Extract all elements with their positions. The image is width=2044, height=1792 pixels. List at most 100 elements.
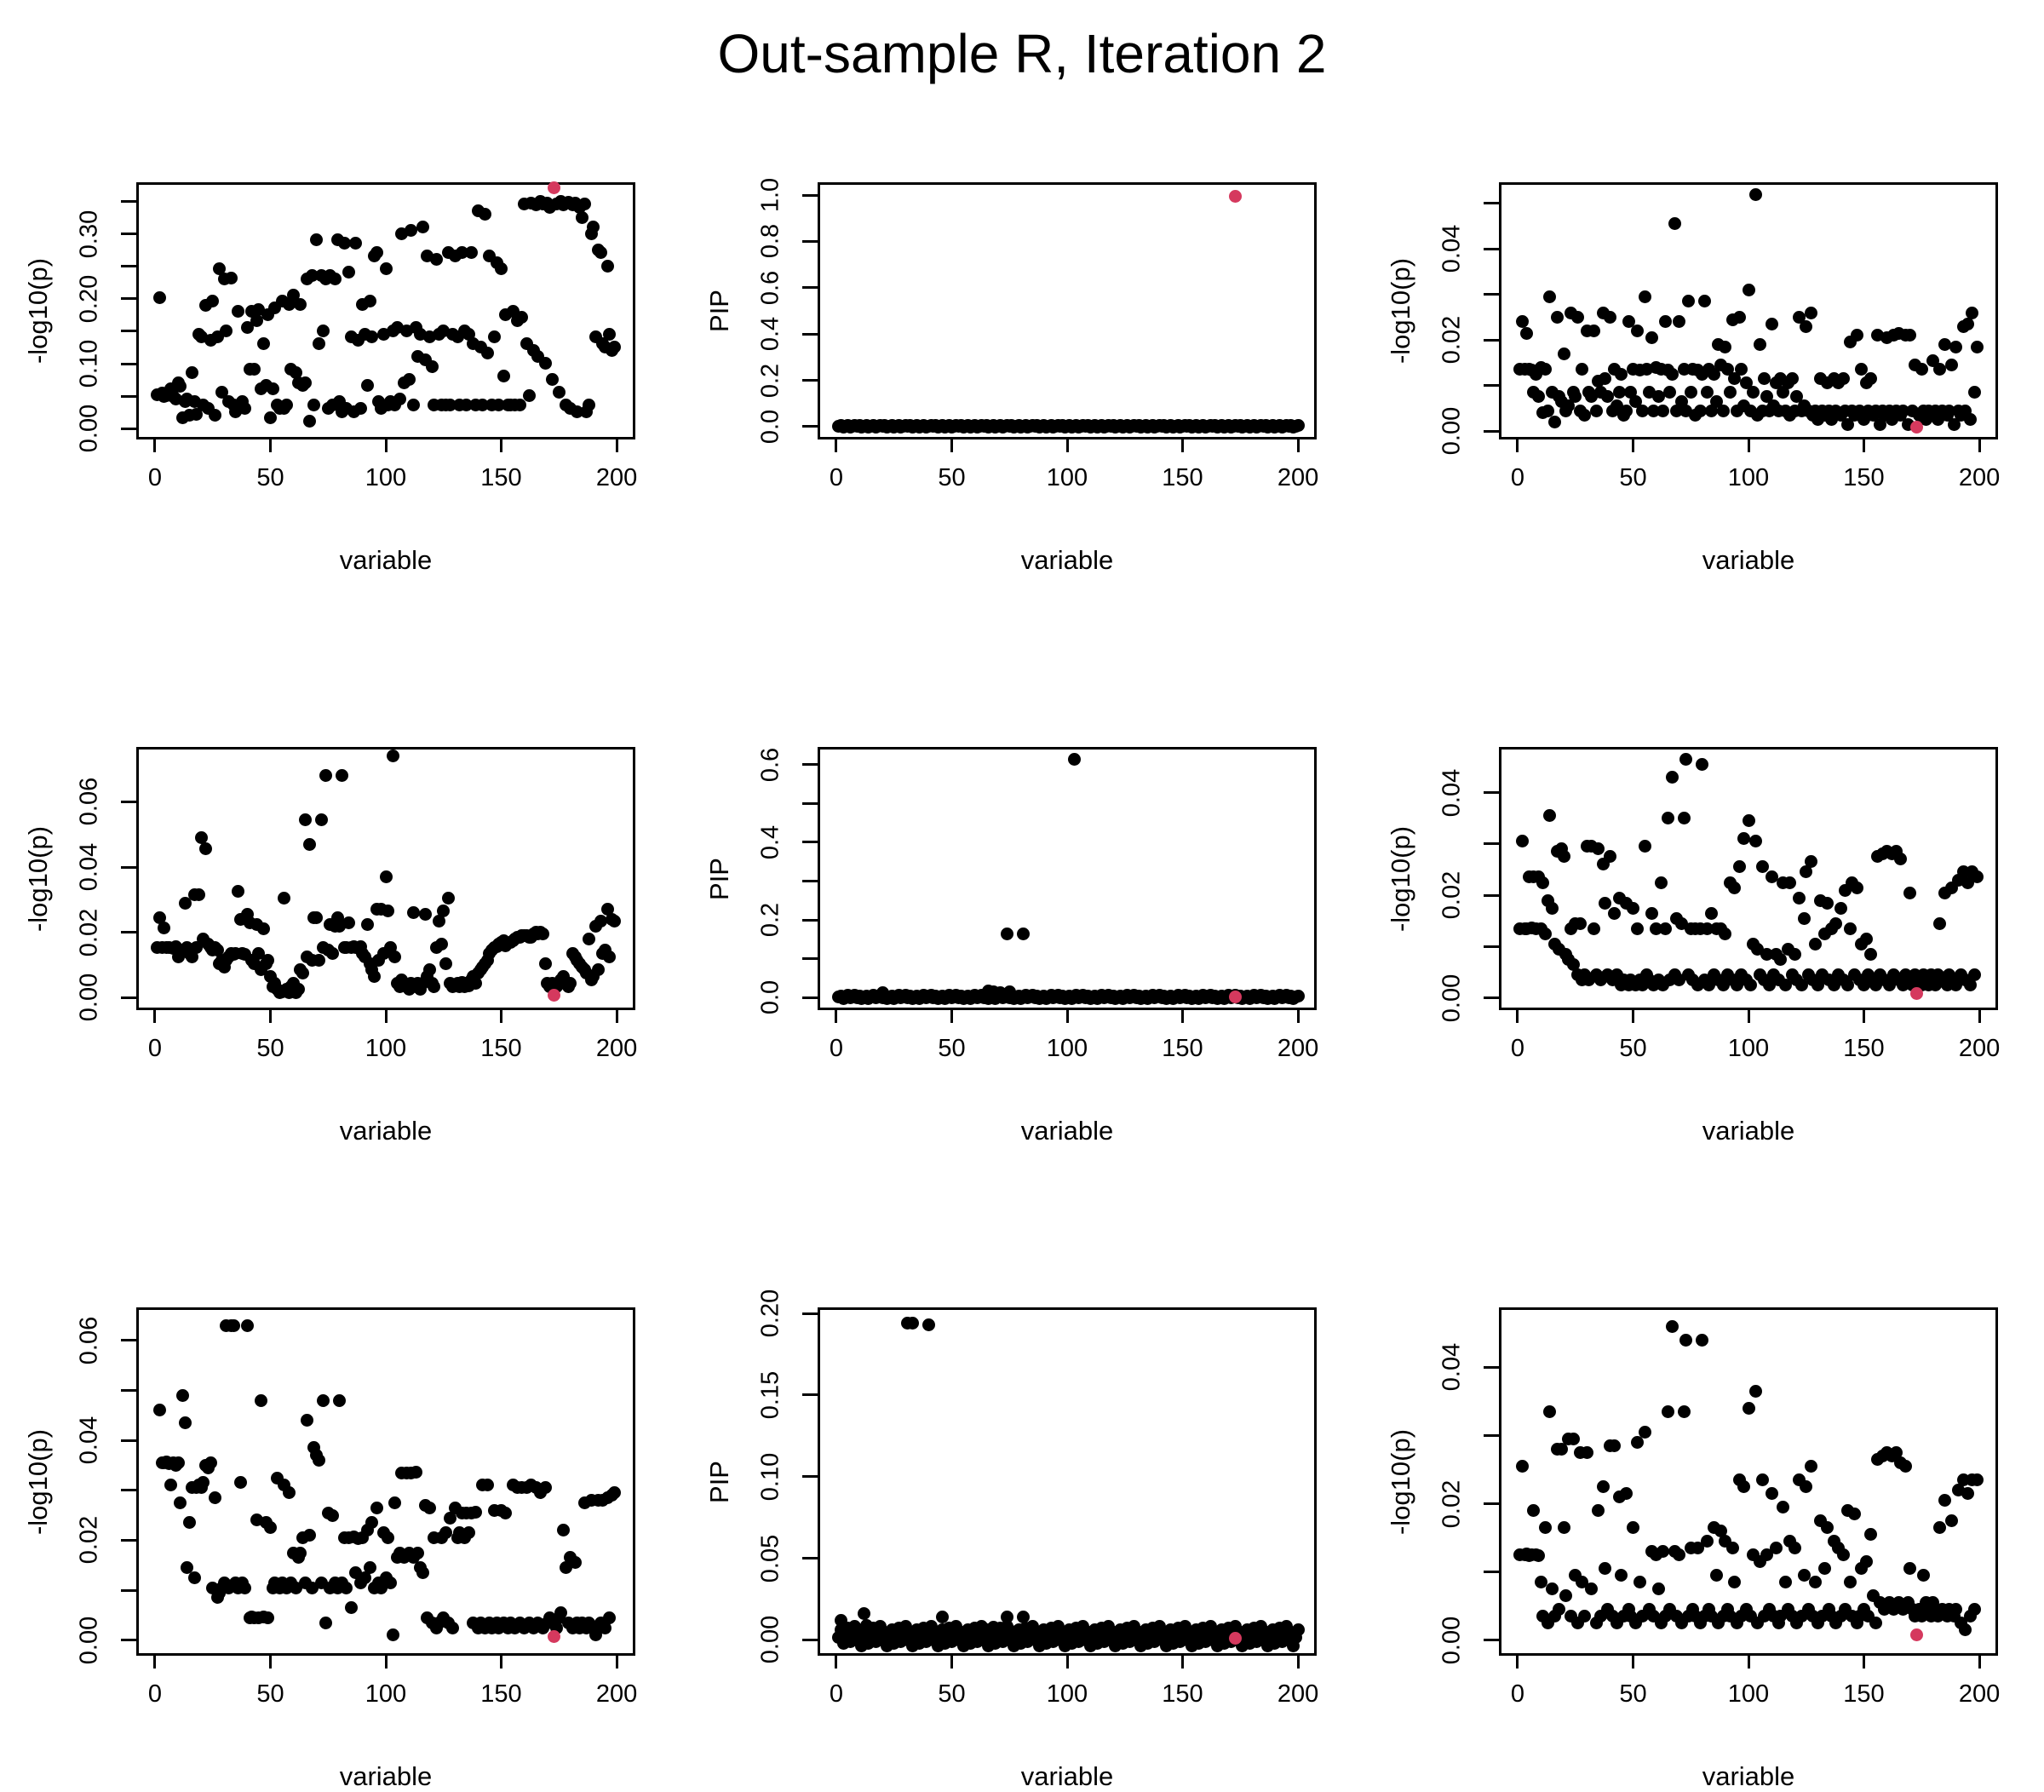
label-text: 0.04 [75, 1416, 103, 1465]
data-point [1836, 372, 1850, 386]
data-point [1291, 1623, 1305, 1637]
data-point [1723, 386, 1737, 399]
data-point [1546, 901, 1559, 915]
data-point [174, 1496, 187, 1509]
plot-area-top-left: 0.00 0.10 0.20 0.30 0 50 100 150 200 -log10(p) var… [23, 181, 637, 575]
data-point [303, 837, 317, 851]
data-point [183, 1516, 197, 1530]
data-point [1758, 372, 1771, 386]
label-text: variable [339, 545, 433, 575]
y-axis-tick [121, 394, 136, 398]
label-text: variable [1020, 1116, 1114, 1146]
data-point [1859, 932, 1873, 945]
data-point [1615, 367, 1628, 381]
data-point [1809, 937, 1823, 951]
x-axis-tick [268, 1008, 272, 1023]
data-point [1777, 386, 1790, 399]
data-point [238, 402, 252, 416]
data-point [1841, 1504, 1855, 1518]
data-point [1804, 1459, 1817, 1473]
data-point [1864, 372, 1878, 386]
label-text: 200 [1277, 464, 1319, 491]
data-point [282, 1486, 296, 1500]
data-point [1732, 860, 1746, 874]
data-point [603, 1611, 617, 1624]
data-point [434, 937, 448, 951]
data-point [1631, 325, 1645, 337]
data-point [1557, 1521, 1570, 1535]
data-point [1970, 870, 1984, 884]
data-point [333, 919, 347, 933]
label-text: 0 [1510, 1680, 1525, 1708]
data-point [513, 399, 526, 412]
data-point [1968, 968, 1982, 981]
label-text: 50 [938, 1680, 966, 1708]
data-point [1869, 1617, 1882, 1630]
data-point [1587, 922, 1600, 935]
label-text: 0.05 [756, 1534, 784, 1582]
data-point [1635, 404, 1649, 417]
label-text: 0.06 [75, 1316, 103, 1365]
x-axis-tick [1863, 1008, 1865, 1023]
x-axis-tick [153, 1008, 157, 1023]
y-axis-tick [802, 286, 818, 290]
data-point [1737, 1480, 1751, 1493]
plot-area-middle-right: 0.00 0.02 0.04 0 50 100 150 200 -log10(p) variabl… [1386, 747, 2000, 1146]
data-point [379, 262, 393, 276]
data-point [326, 947, 340, 961]
data-point [319, 1616, 333, 1629]
label-text: 0.04 [75, 842, 103, 892]
data-point [1968, 1603, 1982, 1617]
label-text: 150 [1843, 464, 1885, 491]
y-axis-tick [1484, 893, 1499, 897]
data-point [298, 376, 312, 389]
data-point [559, 1561, 572, 1575]
label-text: -log10(p) [1386, 825, 1415, 932]
data-point [1619, 1487, 1633, 1501]
data-point [1682, 295, 1696, 308]
y-axis-tick [121, 996, 136, 999]
data-point [479, 207, 492, 221]
y-axis-tick [121, 1489, 136, 1492]
y-axis-tick [802, 879, 818, 882]
data-point [1933, 916, 1947, 930]
data-point [1744, 978, 1758, 991]
data-point [303, 1529, 317, 1542]
data-point [538, 356, 552, 370]
data-point [564, 976, 577, 990]
data-point [1737, 832, 1751, 846]
data-point [178, 1416, 192, 1430]
data-point [1679, 752, 1693, 766]
data-point [1800, 865, 1813, 879]
label-text: 200 [1958, 1035, 2001, 1062]
data-point [462, 327, 476, 341]
data-point [1829, 916, 1843, 930]
plot-area-bottom-left: 0.00 0.02 0.04 0.06 0 50 100 150 200 -log10(p) var… [23, 1307, 637, 1791]
data-point [1961, 317, 1974, 330]
data-point [365, 330, 379, 344]
data-point [1809, 1576, 1823, 1589]
y-axis-tick [121, 1388, 136, 1392]
data-point [1677, 1404, 1691, 1418]
x-axis-tick [1296, 1008, 1300, 1023]
label-text: 0.06 [75, 778, 103, 826]
data-point [1728, 372, 1742, 386]
x-axis-tick [1065, 1653, 1069, 1669]
data-point [382, 905, 395, 918]
data-point [263, 411, 277, 425]
data-point [1843, 922, 1857, 935]
data-point [185, 366, 198, 380]
data-point [1587, 325, 1600, 337]
data-point [1541, 404, 1554, 417]
label-text: 0.10 [756, 1452, 784, 1501]
label-text: variable [339, 1761, 433, 1791]
data-point [591, 963, 605, 977]
data-point [317, 324, 330, 337]
y-axis-tick [802, 332, 818, 336]
data-point [1765, 317, 1778, 330]
data-point [312, 1454, 325, 1467]
data-point [1592, 842, 1605, 856]
data-point [178, 896, 192, 910]
data-point [393, 392, 406, 405]
data-point [1656, 1545, 1670, 1559]
